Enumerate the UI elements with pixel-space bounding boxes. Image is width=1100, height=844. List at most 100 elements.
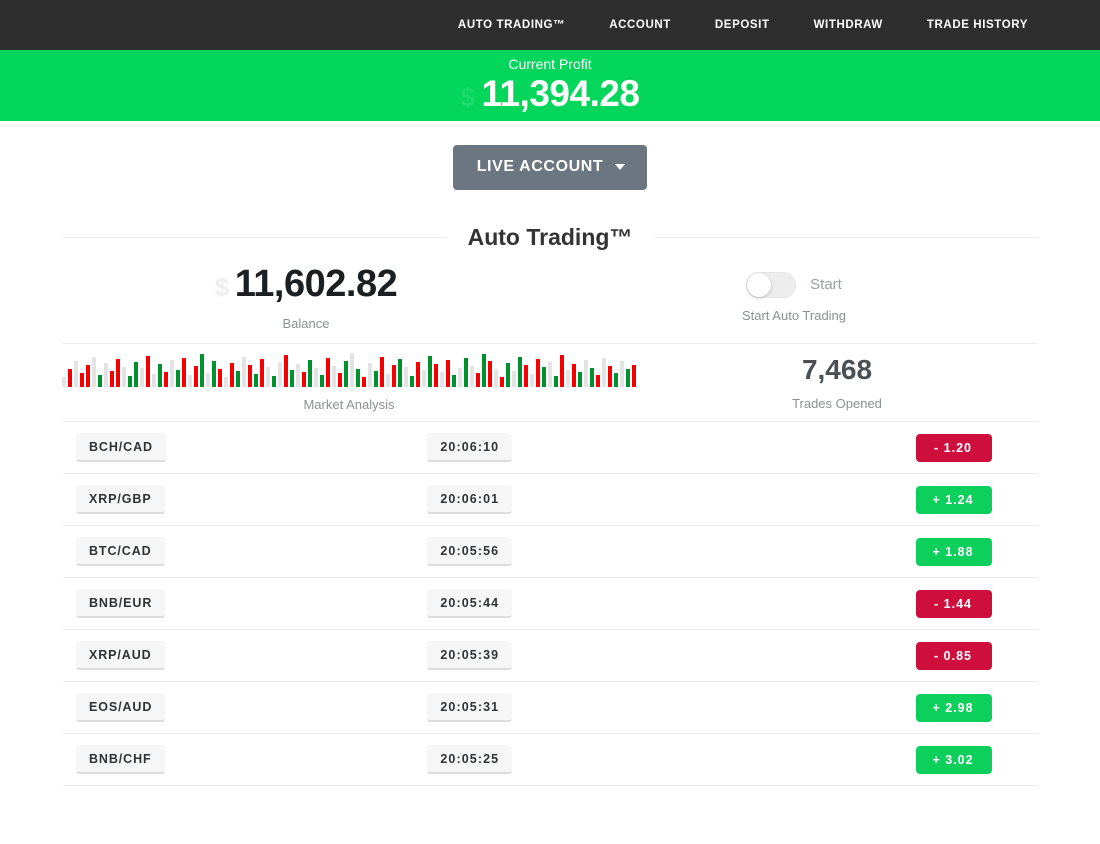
trade-time-cell: 20:05:31 — [413, 693, 764, 722]
trade-time: 20:05:31 — [427, 693, 513, 722]
chart-bar — [200, 354, 204, 387]
live-account-dropdown[interactable]: LIVE ACCOUNT — [452, 145, 648, 190]
toggle-state-label: Start — [810, 276, 842, 293]
trades-opened-value: 7,468 — [801, 354, 873, 385]
top-navigation: AUTO TRADING™ ACCOUNT DEPOSIT WITHDRAW T… — [0, 0, 1100, 50]
chart-bar — [404, 367, 408, 387]
chart-bar — [176, 370, 180, 387]
stats-grid: $ 11,602.82 Balance Start Start Auto Tra… — [62, 251, 1038, 422]
chart-bar — [158, 364, 162, 387]
chart-bar — [350, 353, 354, 387]
chart-bar — [464, 358, 468, 387]
trade-pair: XRP/GBP — [76, 485, 165, 514]
market-analysis-chart — [62, 353, 636, 387]
chart-bar — [512, 371, 516, 387]
trade-pair: XRP/AUD — [76, 641, 165, 670]
chart-bar — [92, 357, 96, 387]
table-row[interactable]: BNB/CHF 20:05:25 + 3.02 — [62, 734, 1038, 786]
trade-pair: BCH/CAD — [76, 433, 166, 462]
chart-bar — [440, 372, 444, 387]
chart-bar — [98, 375, 102, 387]
nav-item-withdraw[interactable]: WITHDRAW — [813, 19, 883, 31]
chart-bar — [230, 363, 234, 387]
chart-bar — [536, 359, 540, 387]
current-profit-amount: 11,394.28 — [481, 72, 640, 114]
chart-bar — [194, 366, 198, 387]
nav-item-trade-history[interactable]: TRADE HISTORY — [926, 19, 1028, 31]
page-title: Auto Trading™ — [467, 224, 633, 250]
chart-bar — [134, 362, 138, 387]
status-badge: + 3.02 — [916, 745, 992, 774]
table-row[interactable]: BTC/CAD 20:05:56 + 1.88 — [62, 526, 1038, 578]
stats-row-secondary: Market Analysis 7,468 Trades Opened — [62, 344, 1038, 422]
balance-label: Balance — [282, 316, 330, 331]
chart-bar — [458, 368, 462, 387]
chart-bar — [74, 361, 78, 387]
trade-pair: BNB/CHF — [76, 745, 165, 774]
trade-pair-cell: EOS/AUD — [62, 693, 413, 722]
chart-bar — [278, 362, 282, 387]
chart-bar — [434, 364, 438, 387]
chart-bar — [122, 367, 126, 387]
chart-bar — [320, 375, 324, 387]
chart-bar — [326, 358, 330, 387]
trades-opened-cell: 7,468 Trades Opened — [636, 344, 1038, 421]
nav-item-deposit[interactable]: DEPOSIT — [714, 19, 770, 31]
chart-bar — [290, 370, 294, 387]
trade-time-cell: 20:05:39 — [413, 641, 764, 670]
trade-pair-cell: BNB/EUR — [62, 589, 413, 618]
chart-bar — [164, 372, 168, 387]
trade-time-cell: 20:05:44 — [413, 589, 764, 618]
chart-bar — [314, 368, 318, 387]
chart-bar — [332, 366, 336, 387]
chart-bar — [572, 364, 576, 387]
toggle-knob — [747, 272, 772, 297]
trade-pair: BTC/CAD — [76, 537, 165, 566]
stats-row-primary: $ 11,602.82 Balance Start Start Auto Tra… — [62, 251, 1038, 344]
chart-bar — [560, 355, 564, 387]
chart-bar — [422, 370, 426, 387]
table-row[interactable]: BNB/EUR 20:05:44 - 1.44 — [62, 578, 1038, 630]
trade-time: 20:05:56 — [427, 537, 513, 566]
chart-bar — [614, 373, 618, 387]
chart-bar — [602, 358, 606, 387]
trade-amount-cell: + 1.88 — [765, 537, 1038, 566]
chart-bar — [608, 366, 612, 387]
chart-bar — [146, 356, 150, 387]
status-badge: + 1.88 — [916, 537, 992, 566]
chart-bar — [104, 363, 108, 387]
chart-bar — [416, 362, 420, 387]
nav-item-account[interactable]: ACCOUNT — [609, 19, 671, 31]
table-row[interactable]: BCH/CAD 20:06:10 - 1.20 — [62, 422, 1038, 474]
chart-bar — [554, 376, 558, 387]
trade-time-cell: 20:06:10 — [413, 433, 764, 462]
chart-bar — [140, 368, 144, 387]
trade-time-cell: 20:05:25 — [413, 745, 764, 774]
chart-bar — [236, 371, 240, 387]
chart-bar — [296, 364, 300, 387]
chart-bar — [590, 368, 594, 387]
chart-bar — [170, 360, 174, 387]
chart-bar — [578, 372, 582, 387]
chart-bar — [596, 375, 600, 387]
trade-time: 20:06:10 — [427, 433, 513, 462]
auto-trading-toggle[interactable] — [746, 271, 797, 298]
live-account-label: LIVE ACCOUNT — [476, 158, 604, 175]
trade-pair-cell: XRP/GBP — [62, 485, 413, 514]
table-row[interactable]: XRP/GBP 20:06:01 + 1.24 — [62, 474, 1038, 526]
trade-pair-cell: BTC/CAD — [62, 537, 413, 566]
chart-bar — [152, 374, 156, 387]
chart-bar — [518, 357, 522, 387]
chart-bar — [626, 369, 630, 387]
balance-amount: 11,602.82 — [234, 263, 398, 305]
chart-bar — [566, 370, 570, 387]
table-row[interactable]: EOS/AUD 20:05:31 + 2.98 — [62, 682, 1038, 734]
trade-amount-cell: + 3.02 — [765, 745, 1038, 774]
trade-amount-cell: + 2.98 — [765, 693, 1038, 722]
chevron-down-icon — [615, 164, 626, 170]
nav-item-auto-trading[interactable]: AUTO TRADING™ — [457, 19, 566, 31]
chart-bar — [218, 369, 222, 387]
table-row[interactable]: XRP/AUD 20:05:39 - 0.85 — [62, 630, 1038, 682]
chart-bar — [620, 361, 624, 387]
chart-bar — [386, 374, 390, 387]
